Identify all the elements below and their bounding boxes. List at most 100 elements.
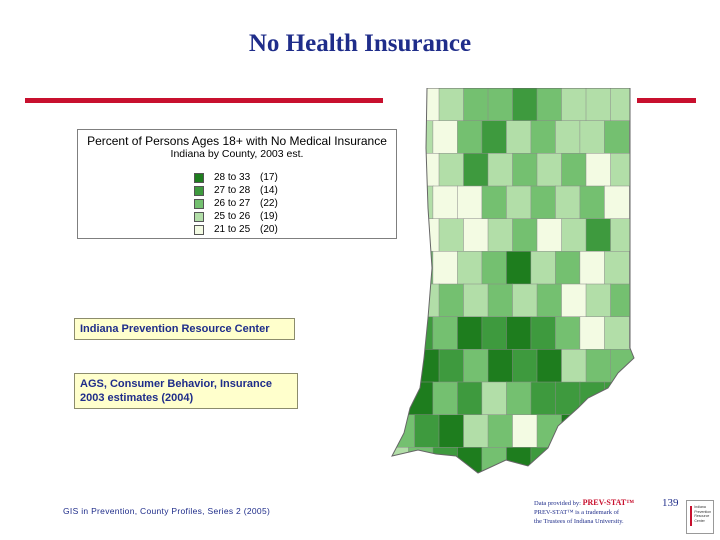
county-cell xyxy=(432,381,459,416)
county-cell xyxy=(463,218,489,253)
county-cell xyxy=(463,153,489,187)
logo-text: Indiana Prevention Resource Center xyxy=(694,505,712,523)
legend-item: 28 to 33 (17) xyxy=(194,171,290,184)
legend-count: (14) xyxy=(260,185,278,196)
county-cell xyxy=(512,283,538,318)
legend-item: 27 to 28 (14) xyxy=(194,184,290,197)
county-cell xyxy=(506,120,532,155)
county-cell xyxy=(555,251,581,285)
county-cell xyxy=(579,251,606,285)
county-cell xyxy=(463,283,489,318)
credit-prefix: Data provided by: xyxy=(534,500,581,507)
county-cell xyxy=(506,251,532,285)
county-cell xyxy=(561,283,587,318)
county-cell xyxy=(536,218,563,253)
county-cell xyxy=(392,283,416,318)
county-cell xyxy=(408,120,434,155)
county-cell xyxy=(487,153,514,187)
county-cell xyxy=(585,414,612,449)
source-org-text: Indiana Prevention Resource Center xyxy=(80,323,270,335)
county-cell xyxy=(579,120,606,155)
legend-items: 28 to 33 (17) 27 to 28 (14) 26 to 27 (22… xyxy=(194,171,290,236)
county-cell xyxy=(432,120,459,155)
county-cell xyxy=(481,316,508,351)
credit-line-3: the Trustees of Indiana University. xyxy=(534,518,624,525)
county-cell xyxy=(610,283,634,318)
legend-item: 21 to 25 (20) xyxy=(194,223,290,236)
county-cell xyxy=(530,381,557,416)
county-cell xyxy=(481,251,508,285)
logo-indiana-shape xyxy=(690,506,693,526)
county-cell xyxy=(536,349,563,383)
county-cell xyxy=(392,447,410,473)
county-cell xyxy=(438,283,465,318)
county-cell xyxy=(487,414,514,449)
county-cell xyxy=(481,447,508,473)
legend-subtitle: Indiana by County, 2003 est. xyxy=(170,148,304,160)
legend-range: 25 to 26 xyxy=(214,211,251,222)
county-cell xyxy=(536,414,563,449)
county-cell xyxy=(555,316,581,351)
county-cell xyxy=(555,185,581,220)
legend-count: (20) xyxy=(260,224,278,235)
county-cell xyxy=(463,414,489,449)
county-cell xyxy=(530,185,557,220)
page-number: 139 xyxy=(662,497,679,509)
legend-swatch xyxy=(194,211,204,222)
county-cell xyxy=(408,251,434,285)
county-cell xyxy=(432,447,459,473)
data-source-line-1: AGS, Consumer Behavior, Insurance xyxy=(80,378,272,390)
title-rule-left xyxy=(25,98,383,103)
county-cell xyxy=(392,349,416,383)
credit-brand: PREV-STAT™ xyxy=(582,498,635,507)
legend-swatch xyxy=(194,185,204,196)
source-org-box: Indiana Prevention Resource Center xyxy=(74,318,295,340)
county-cell xyxy=(392,414,416,449)
county-cell xyxy=(536,88,563,122)
indiana-county-map xyxy=(391,88,635,474)
county-cell xyxy=(392,153,416,187)
county-cell xyxy=(432,251,459,285)
county-cell xyxy=(392,120,410,155)
county-cell xyxy=(487,283,514,318)
county-cell xyxy=(408,381,434,416)
county-cell xyxy=(457,316,483,351)
county-cell xyxy=(604,316,630,351)
county-cell xyxy=(561,349,587,383)
county-cell xyxy=(438,349,465,383)
county-cell xyxy=(585,88,612,122)
county-cell xyxy=(604,185,630,220)
county-cell xyxy=(457,447,483,473)
county-cell xyxy=(512,349,538,383)
county-cell xyxy=(536,283,563,318)
county-cell xyxy=(579,381,606,416)
county-cell xyxy=(530,120,557,155)
legend-swatch xyxy=(194,198,204,209)
county-cell xyxy=(585,283,612,318)
county-cell xyxy=(610,88,634,122)
county-cell xyxy=(506,316,532,351)
county-cell xyxy=(487,218,514,253)
county-cell xyxy=(392,316,410,351)
county-cell xyxy=(457,120,483,155)
county-cell xyxy=(438,153,465,187)
title-rule-right xyxy=(637,98,696,103)
county-cell xyxy=(604,447,630,473)
legend-range: 26 to 27 xyxy=(214,198,251,209)
legend-range: 27 to 28 xyxy=(214,185,251,196)
county-cell xyxy=(506,381,532,416)
county-cell xyxy=(579,447,606,473)
legend-range: 28 to 33 xyxy=(214,172,251,183)
county-cell xyxy=(512,88,538,122)
county-cell xyxy=(512,414,538,449)
data-source-box: AGS, Consumer Behavior, Insurance 2003 e… xyxy=(74,373,298,409)
county-cell xyxy=(432,185,459,220)
legend-range: 21 to 25 xyxy=(214,224,251,235)
county-cell xyxy=(463,349,489,383)
county-cell xyxy=(610,218,634,253)
county-cell xyxy=(481,381,508,416)
county-cell xyxy=(392,185,410,220)
county-cell xyxy=(438,88,465,122)
county-cell xyxy=(438,414,465,449)
county-cell xyxy=(408,316,434,351)
